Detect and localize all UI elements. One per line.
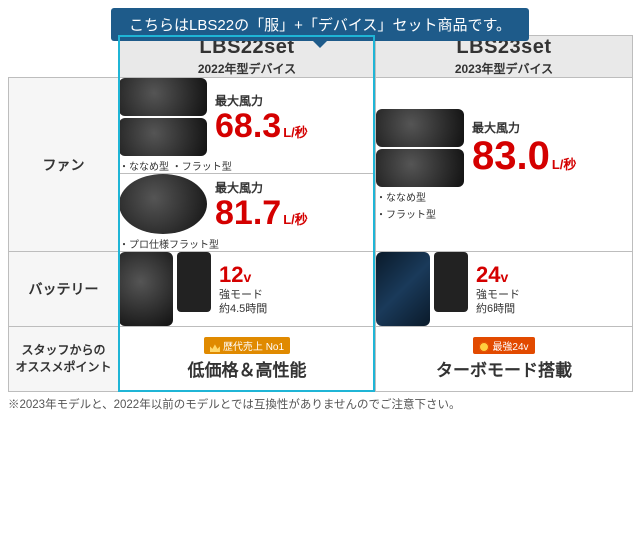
burst-icon [479,342,489,352]
promo-banner: こちらはLBS22の「服」+「デバイス」セット商品です。 [8,8,632,41]
row-header-battery: バッテリー [9,252,119,327]
col-header-lbs23: LBS23set 2023年型デバイス [376,36,633,78]
lbs23-sub: 2023年型デバイス [376,60,632,77]
banner-text-prefix: こちらはLBS22の [129,17,249,34]
battery-image [376,252,468,326]
badge-lbs22: 歴代売上 No1 [204,337,290,354]
banner-plus: + [294,17,303,34]
lbs22-sub: 2022年型デバイス [119,60,375,77]
battery-image [119,252,211,326]
fan-image [119,174,207,234]
banner-quote-2: 「デバイス」 [303,17,393,34]
banner-text-suffix: セット商品です。 [392,17,511,34]
batt-lbs23-time: 約6時間 [476,302,632,316]
fan-image [376,109,464,187]
fan-lbs23-note1: ・ななめ型 [376,189,632,204]
fan-lbs22b-note: ・プロ仕様フラット型 [119,236,375,251]
row-header-staff: スタッフからのオススメポイント [9,327,119,392]
fan-unit: L/秒 [283,212,308,227]
crown-icon [210,342,220,352]
staff-lbs22-text: 低価格＆高性能 [188,361,307,380]
batt-lbs23-mode: 強モード [476,288,632,302]
batt-lbs22-time: 約4.5時間 [219,302,375,316]
cell-batt-lbs22: 12v 強モード 約4.5時間 [119,252,376,327]
fan-lbs23-note2: ・フラット型 [376,206,632,221]
batt-lbs22-v: 12 [219,262,243,287]
cell-staff-lbs22: 歴代売上 No1 低価格＆高性能 [119,327,376,392]
footnote: ※2023年モデルと、2022年以前のモデルとでは互換性がありませんのでご注意下… [8,396,632,412]
fan-lbs23-value: 83.0 [472,134,550,178]
fan-unit: L/秒 [283,125,308,140]
cell-staff-lbs23: 最強24v ターボモード搭載 [376,327,633,392]
fan-unit: L/秒 [552,157,577,172]
row-header-fan: ファン [9,78,119,252]
col-header-lbs22: LBS22set 2022年型デバイス [119,36,376,78]
fan-lbs22a-note: ・ななめ型 ・フラット型 [119,158,375,173]
batt-lbs22-mode: 強モード [219,288,375,302]
badge-lbs23: 最強24v [473,337,534,354]
fan-image [119,78,207,156]
batt-lbs23-v: 24 [476,262,500,287]
cell-fan-lbs22b: 最大風力 81.7L/秒 ・プロ仕様フラット型 [119,174,376,252]
banner-quote-1: 「服」 [249,17,294,34]
fan-lbs22a-value: 68.3 [215,107,281,145]
comparison-table: LBS22set 2022年型デバイス LBS23set 2023年型デバイス … [8,35,633,392]
staff-lbs23-text: ターボモード搭載 [436,361,572,380]
cell-fan-lbs23: 最大風力 83.0L/秒 ・ななめ型 ・フラット型 [376,78,633,252]
fan-lbs22b-value: 81.7 [215,194,281,232]
cell-fan-lbs22a: 最大風力 68.3L/秒 ・ななめ型 ・フラット型 [119,78,376,174]
cell-batt-lbs23: 24v 強モード 約6時間 [376,252,633,327]
